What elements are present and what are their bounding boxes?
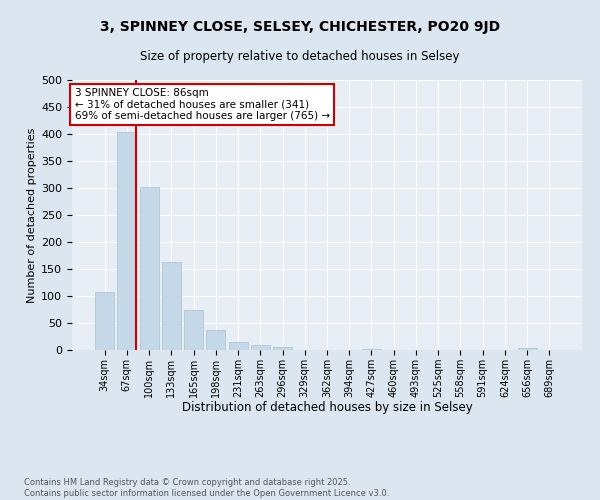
Bar: [162, 262, 181, 350]
Bar: [95, 292, 114, 350]
Text: 3 SPINNEY CLOSE: 86sqm
← 31% of detached houses are smaller (341)
69% of semi-de: 3 SPINNEY CLOSE: 86sqm ← 31% of detached…: [74, 88, 329, 122]
Bar: [184, 310, 203, 350]
Text: 3, SPINNEY CLOSE, SELSEY, CHICHESTER, PO20 9JD: 3, SPINNEY CLOSE, SELSEY, CHICHESTER, PO…: [100, 20, 500, 34]
X-axis label: Distribution of detached houses by size in Selsey: Distribution of detached houses by size …: [182, 402, 472, 414]
Bar: [229, 342, 248, 350]
Bar: [273, 348, 292, 350]
Bar: [140, 187, 158, 350]
Bar: [362, 349, 381, 350]
Bar: [206, 330, 225, 350]
Y-axis label: Number of detached properties: Number of detached properties: [27, 128, 37, 302]
Text: Contains HM Land Registry data © Crown copyright and database right 2025.
Contai: Contains HM Land Registry data © Crown c…: [24, 478, 389, 498]
Bar: [118, 132, 136, 350]
Text: Size of property relative to detached houses in Selsey: Size of property relative to detached ho…: [140, 50, 460, 63]
Bar: [518, 348, 536, 350]
Bar: [251, 344, 270, 350]
